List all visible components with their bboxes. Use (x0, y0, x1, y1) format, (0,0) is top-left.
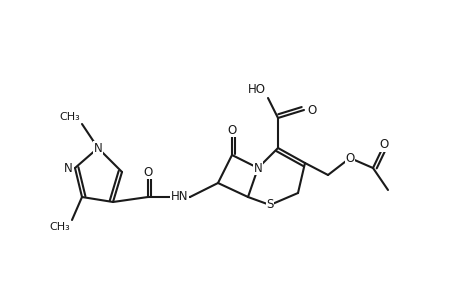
Text: N: N (253, 161, 262, 175)
Text: O: O (306, 103, 316, 116)
Text: O: O (227, 124, 236, 136)
Text: HN: HN (170, 190, 188, 203)
Text: HO: HO (247, 83, 265, 96)
Text: S: S (266, 199, 273, 212)
Text: N: N (64, 161, 73, 175)
Text: O: O (379, 139, 388, 152)
Text: CH₃: CH₃ (49, 222, 70, 232)
Text: O: O (143, 166, 152, 178)
Text: N: N (94, 142, 102, 154)
Text: CH₃: CH₃ (59, 112, 80, 122)
Text: O: O (345, 152, 354, 164)
